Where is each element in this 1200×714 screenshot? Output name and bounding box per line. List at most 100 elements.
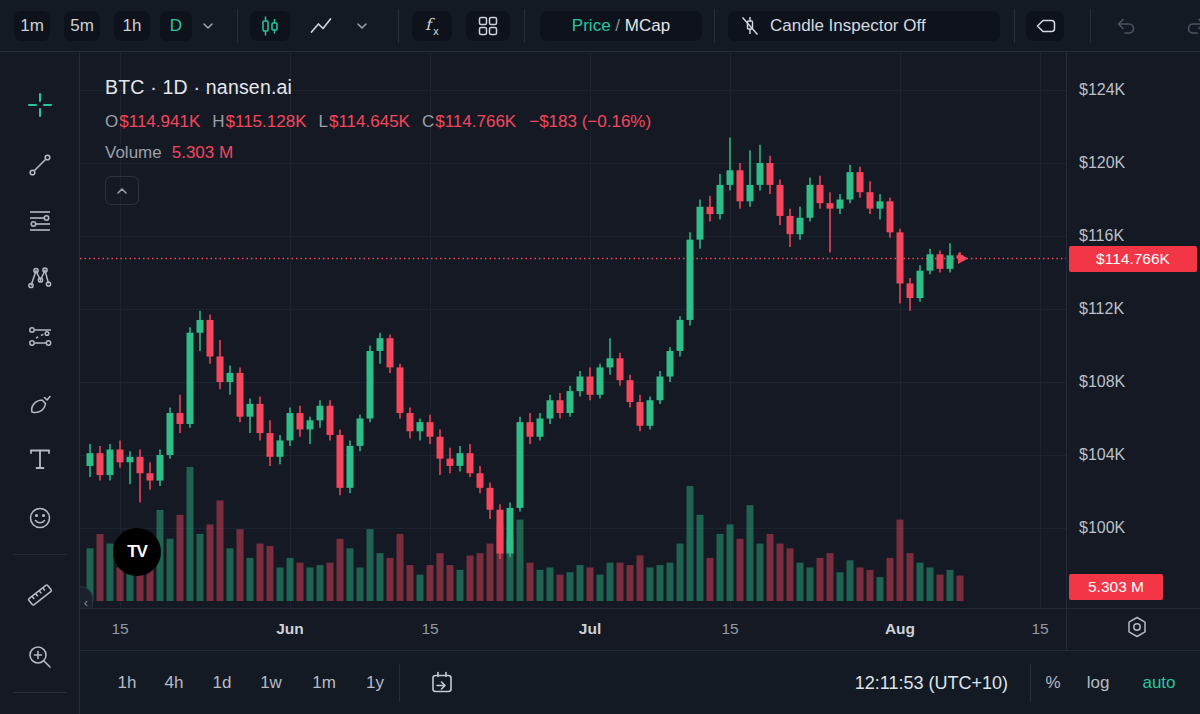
- layout-grid-button[interactable]: [466, 11, 510, 41]
- grid-layout-icon: [476, 14, 500, 38]
- undo-icon: [1113, 13, 1139, 39]
- trend-line-tool-button[interactable]: [25, 150, 55, 180]
- last-price-tag: $114.766K: [1069, 246, 1197, 272]
- open-value: $114.941K: [119, 112, 200, 132]
- interval-dropdown-chevron[interactable]: [194, 11, 222, 41]
- interval-button-5m[interactable]: 5m: [64, 11, 100, 41]
- ohlc-label: L: [318, 112, 327, 132]
- tradingview-logo[interactable]: TV: [113, 528, 161, 576]
- price-toggle-label[interactable]: Price: [572, 16, 611, 36]
- toolbar-separator: [13, 554, 67, 555]
- chevron-up-icon: [115, 184, 129, 198]
- range-button-1w[interactable]: 1w: [254, 669, 288, 697]
- toolbar-separator: [398, 9, 399, 43]
- price-mcap-separator: /: [611, 16, 625, 36]
- trend-line-icon: [26, 151, 54, 179]
- mcap-toggle-label[interactable]: MCap: [625, 16, 670, 36]
- range-button-1m[interactable]: 1m: [306, 669, 342, 697]
- range-button-4h[interactable]: 4h: [157, 669, 191, 697]
- tag-icon: [1033, 14, 1057, 38]
- style-dropdown-chevron[interactable]: [348, 11, 376, 41]
- change-value: −$183 (−0.16%): [529, 112, 651, 132]
- projection-tool-button[interactable]: [25, 322, 55, 352]
- percent-scale-button[interactable]: %: [1038, 669, 1068, 697]
- time-axis[interactable]: 15Jun15Jul15Aug15: [80, 608, 1066, 650]
- tradingview-logo-text: TV: [127, 542, 147, 562]
- crosshair-tool-button[interactable]: [25, 90, 55, 120]
- candle-inspector-label: Candle Inspector Off: [770, 16, 926, 36]
- chart-area[interactable]: BTC · 1D · nansen.ai O$114.941K H$115.12…: [80, 52, 1066, 608]
- interval-label: 5m: [70, 16, 94, 36]
- emoji-tool-button[interactable]: [25, 503, 55, 533]
- candle-style-button[interactable]: [250, 11, 290, 41]
- trading-chart-app: 1m 5m 1h D f x: [0, 0, 1200, 714]
- interval-button-1h[interactable]: 1h: [114, 11, 150, 41]
- text-tool-button[interactable]: [25, 444, 55, 474]
- toolbar-separator: [524, 9, 525, 43]
- interval-button-1m[interactable]: 1m: [14, 11, 50, 41]
- volume-label: Volume: [105, 143, 162, 162]
- volume-tag: 5.303 M: [1069, 574, 1163, 600]
- price-label-button[interactable]: [1026, 11, 1064, 41]
- ohlc-row: O$114.941K H$115.128K L$114.645K C$114.7…: [105, 112, 663, 132]
- redo-button[interactable]: [1176, 11, 1200, 41]
- time-axis-label: Jul: [579, 620, 601, 638]
- low-value: $114.645K: [329, 112, 410, 132]
- toolbar-separator: [399, 664, 400, 702]
- range-button-1d[interactable]: 1d: [205, 669, 239, 697]
- toolbar-separator: [1014, 9, 1015, 43]
- emoji-icon: [26, 504, 54, 532]
- zoom-in-icon: [25, 642, 55, 672]
- price-axis-label: $120K: [1079, 154, 1125, 172]
- fib-retracement-tool-button[interactable]: [25, 206, 55, 236]
- ruler-icon: [25, 580, 55, 610]
- legend-collapse-button[interactable]: [105, 176, 139, 205]
- time-axis-label: 15: [111, 620, 128, 638]
- line-chart-icon: [308, 13, 334, 39]
- toolbar-separator: [714, 9, 715, 43]
- brush-tool-button[interactable]: [25, 390, 55, 420]
- range-button-1h[interactable]: 1h: [110, 669, 144, 697]
- log-scale-button[interactable]: log: [1078, 669, 1118, 697]
- interval-button-1d-active[interactable]: D: [160, 11, 192, 41]
- close-value: $114.766K: [435, 112, 516, 132]
- gear-icon: [1124, 614, 1150, 640]
- auto-scale-button[interactable]: auto: [1136, 669, 1182, 697]
- crosshair-icon: [25, 90, 55, 120]
- symbol-title[interactable]: BTC · 1D · nansen.ai: [105, 76, 663, 99]
- price-mcap-toggle[interactable]: Price / MCap: [540, 11, 702, 41]
- candle-inspector-toggle[interactable]: Candle Inspector Off: [728, 11, 1000, 41]
- axis-settings-button[interactable]: [1123, 613, 1151, 641]
- volume-row: Volume5.303 M: [105, 143, 663, 163]
- clock[interactable]: 12:11:53 (UTC+10): [855, 669, 1008, 697]
- price-axis-label: $104K: [1079, 446, 1125, 464]
- fib-retracement-icon: [26, 207, 54, 235]
- range-button-1y[interactable]: 1y: [358, 669, 392, 697]
- candle-inspector-off-icon: [738, 14, 762, 38]
- text-icon: [26, 445, 54, 473]
- chevron-down-icon: [354, 18, 370, 34]
- interval-label: 1h: [123, 16, 142, 36]
- price-axis-label: $112K: [1079, 300, 1124, 318]
- price-axis-label: $108K: [1079, 373, 1125, 391]
- axis-corner-separator: [1067, 608, 1200, 609]
- price-axis-label: $100K: [1079, 519, 1125, 537]
- price-axis[interactable]: $124K $120K $116K $112K $108K $104K $100K $114…: [1066, 52, 1200, 650]
- line-style-button[interactable]: [300, 11, 342, 41]
- time-axis-label: Jun: [276, 620, 304, 638]
- redo-icon: [1183, 13, 1200, 39]
- zoom-in-tool-button[interactable]: [25, 642, 55, 672]
- time-axis-label: 15: [721, 620, 738, 638]
- indicators-button[interactable]: f x: [412, 11, 452, 41]
- fx-indicators-icon: f x: [419, 13, 445, 39]
- price-axis-label: $124K: [1079, 81, 1125, 99]
- projection-icon: [26, 323, 54, 351]
- toolbar-separator: [13, 692, 67, 693]
- top-toolbar: 1m 5m 1h D f x: [0, 0, 1200, 52]
- time-axis-label: 15: [1031, 620, 1048, 638]
- xabcd-pattern-tool-button[interactable]: [25, 263, 55, 293]
- ruler-tool-button[interactable]: [25, 580, 55, 610]
- undo-button[interactable]: [1106, 11, 1146, 41]
- price-axis-label: $116K: [1079, 227, 1124, 245]
- go-to-date-button[interactable]: [420, 669, 464, 697]
